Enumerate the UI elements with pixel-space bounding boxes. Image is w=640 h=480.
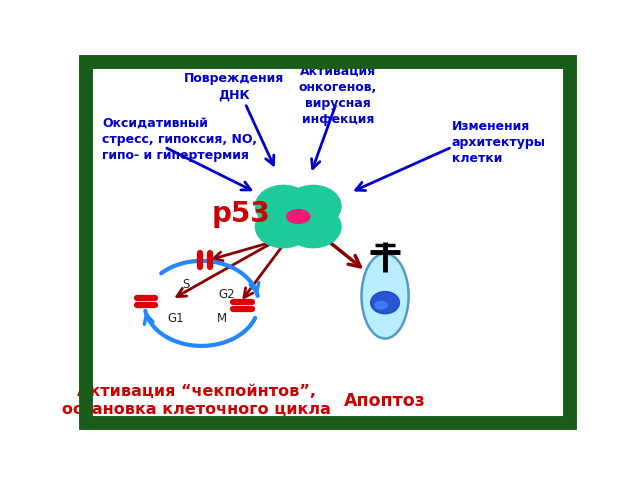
Circle shape [255, 185, 311, 227]
Text: M: M [218, 312, 227, 324]
Ellipse shape [362, 253, 408, 338]
Text: p53: p53 [212, 200, 271, 228]
Text: Повреждения
ДНК: Повреждения ДНК [184, 72, 284, 101]
Circle shape [255, 206, 311, 248]
Text: G1: G1 [167, 312, 184, 324]
Text: Активация
онкогенов,
вирусная
инфекция: Активация онкогенов, вирусная инфекция [299, 65, 377, 126]
Circle shape [285, 185, 341, 227]
Text: Апоптоз: Апоптоз [344, 392, 426, 409]
Text: S: S [182, 278, 189, 291]
Ellipse shape [287, 210, 310, 224]
Ellipse shape [371, 291, 399, 314]
Ellipse shape [375, 301, 387, 309]
Text: Активация “чекпойнтов”,
остановка клеточного цикла: Активация “чекпойнтов”, остановка клеточ… [62, 384, 331, 418]
Text: Оксидативный
стресс, гипоксия, NO,
гипо- и гипертермия: Оксидативный стресс, гипоксия, NO, гипо-… [102, 117, 257, 162]
Text: Изменения
архитектуры
клетки: Изменения архитектуры клетки [452, 120, 546, 166]
Circle shape [285, 206, 341, 248]
Text: G2: G2 [218, 288, 235, 300]
